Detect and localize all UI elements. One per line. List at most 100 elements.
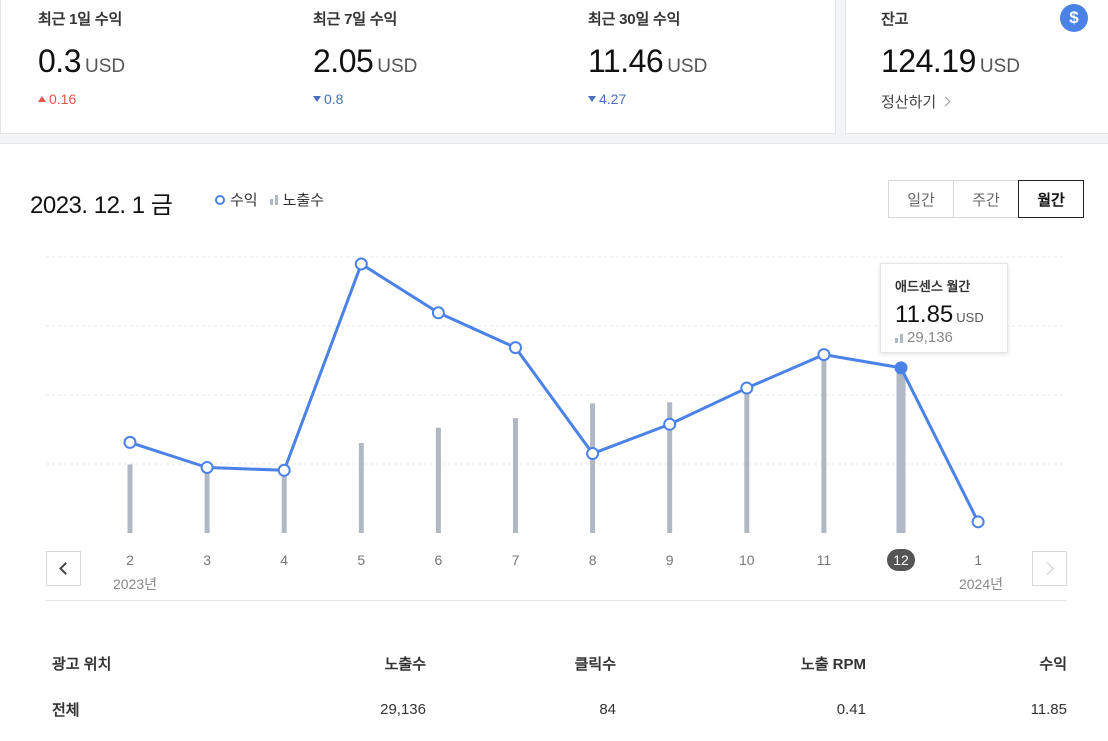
date-title: 2023. 12. 1 금 [30,192,173,219]
settle-link[interactable]: 정산하기 [881,91,1020,112]
x-tick-label[interactable]: 7 [511,552,520,568]
x-tick-label[interactable]: 4 [280,552,289,568]
impression-bar [667,402,673,533]
chevron-left-icon [59,562,72,575]
x-tick-label[interactable]: 8 [588,552,597,568]
x-tick-label[interactable]: 2 [126,552,134,568]
x-tick-label[interactable]: 5 [357,552,366,568]
chevron-right-icon [1041,562,1054,575]
col-header-revenue: 수익 [1039,655,1067,673]
tab-monthly[interactable]: 월간 [1018,180,1084,218]
stat-value: 0.3 [38,43,81,79]
revenue-point [971,515,985,529]
cell-placement: 전체 [52,701,80,719]
stat-value: 11.46 [588,43,664,79]
stat-label: 최근 1일 수익 [38,11,123,28]
stat-unit: USD [667,56,708,77]
col-header-placement: 광고 위치 [52,655,112,673]
year-label-end: 2024년 [958,576,1004,592]
summary-card: 최근 1일 수익 0.3 USD 0.16 최근 7일 수익 2.05 USD 0.… [0,0,836,134]
x-tick-label[interactable]: 12 [881,549,921,571]
stat-label: 최근 7일 수익 [313,11,398,28]
col-header-clicks: 클릭수 [574,655,616,673]
col-header-impressions: 노출수 [384,655,426,673]
triangle-up-icon [38,96,46,102]
revenue-point [509,341,522,355]
stat-change: 0.8 [313,91,417,107]
prev-button[interactable] [46,551,81,586]
revenue-point [277,463,291,477]
balance-label: 잔고 [881,11,909,28]
revenue-point [200,460,214,474]
stat-value: 2.05 [313,43,374,79]
year-label-start: 2023년 [112,576,158,592]
next-button[interactable] [1032,551,1067,586]
x-tick-label[interactable]: 9 [665,552,674,568]
impression-bar [358,443,364,533]
stat-unit: USD [84,56,126,77]
impression-bar [127,464,133,533]
impression-bar [513,418,518,533]
balance-value: 124.19 [881,43,976,79]
col-header-rpm: 노출 RPM [800,655,866,673]
stat-change: 0.16 [38,91,125,107]
chart-tooltip: 애드센스 월간 11.85 USD 29,136 [880,263,1008,353]
bar-marker-icon [269,194,278,205]
x-tick-label[interactable]: 1 [974,552,982,568]
dollar-icon[interactable]: $ [1060,4,1088,32]
revenue-point [431,306,445,320]
cell-revenue: 11.85 [1030,700,1067,718]
revenue-point [817,348,831,362]
tooltip-value: 11.85 [895,301,954,328]
impression-bar [821,353,827,533]
revenue-point [586,447,600,461]
divider [46,600,1067,601]
stat-label: 최근 30일 수익 [588,11,681,28]
cell-clicks: 84 [599,700,616,718]
triangle-down-icon [313,96,321,102]
cell-impressions: 29,136 [380,700,426,718]
ad-stats-table: 광고 위치 노출수 클릭수 노출 RPM 수익 전체 29,136 84 0.4… [46,640,1067,732]
impression-bar [281,472,287,533]
revenue-point [740,381,754,395]
stat-unit: USD [377,56,418,77]
cell-rpm: 0.41 [836,700,866,718]
stat-7day: 최근 7일 수익 2.05 USD 0.8 [313,8,417,107]
impression-bar [590,403,596,533]
tab-weekly[interactable]: 주간 [953,180,1019,218]
table-row[interactable]: 전체 29,136 84 0.41 11.85 [46,686,1067,732]
revenue-point [663,417,677,431]
stat-change: 4.27 [588,91,707,107]
revenue-line [129,262,980,523]
chart-legend: 수익 노출수 [215,189,336,210]
tooltip-title: 애드센스 월간 [895,279,971,294]
revenue-point [123,435,137,449]
revenue-chart-panel: 2023. 12. 1 금 수익 노출수 일간 주간 월간 2 3 4 5 6 7 8 9 10… [0,143,1108,741]
tooltip-unit: USD [956,310,984,325]
x-tick-label[interactable]: 10 [739,552,755,568]
balance-card: 잔고 124.19 USD 정산하기 $ [845,0,1108,134]
stat-30day: 최근 30일 수익 11.46 USD 4.27 [588,8,707,107]
revenue-chart [46,256,1067,533]
bar-marker-icon [895,333,903,343]
impression-bar [204,471,210,533]
stat-balance: 잔고 124.19 USD 정산하기 [881,8,1020,112]
x-tick-label[interactable]: 6 [434,552,443,568]
stat-1day: 최근 1일 수익 0.3 USD 0.16 [38,8,125,107]
revenue-point [354,257,368,271]
tab-daily[interactable]: 일간 [888,180,954,218]
impression-bar [435,427,441,533]
circle-marker-icon [215,194,225,205]
legend-impressions: 노출수 [269,189,324,210]
table-header-row: 광고 위치 노출수 클릭수 노출 RPM 수익 [46,640,1067,686]
revenue-point-selected [894,361,908,375]
impression-bar [744,382,750,533]
x-tick-label[interactable]: 11 [816,552,832,568]
tooltip-impressions: 29,136 [895,329,993,346]
triangle-down-icon [588,96,596,102]
impression-bar [896,368,906,533]
x-tick-label[interactable]: 3 [203,552,211,568]
chevron-right-icon [940,96,951,107]
balance-unit: USD [979,56,1020,77]
period-selector: 일간 주간 월간 [888,180,1084,218]
